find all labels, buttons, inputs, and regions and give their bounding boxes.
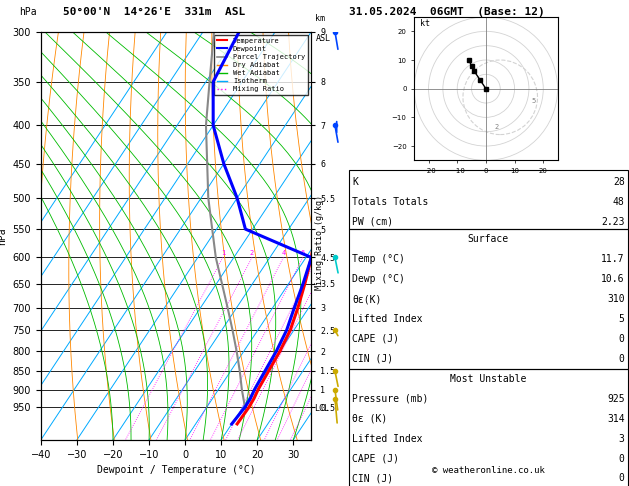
- Legend: Temperature, Dewpoint, Parcel Trajectory, Dry Adiabat, Wet Adiabat, Isotherm, Mi: Temperature, Dewpoint, Parcel Trajectory…: [214, 35, 308, 95]
- Text: 3: 3: [619, 434, 625, 444]
- Text: 2: 2: [250, 250, 254, 257]
- Text: CAPE (J): CAPE (J): [352, 334, 399, 344]
- Text: Totals Totals: Totals Totals: [352, 197, 428, 207]
- Text: 2.23: 2.23: [601, 217, 625, 227]
- Text: © weatheronline.co.uk: © weatheronline.co.uk: [432, 466, 545, 475]
- Text: Temp (°C): Temp (°C): [352, 254, 405, 264]
- Text: CIN (J): CIN (J): [352, 354, 393, 364]
- Text: K: K: [352, 177, 358, 187]
- Text: 5: 5: [619, 314, 625, 324]
- Text: hPa: hPa: [19, 7, 36, 17]
- Text: 48: 48: [613, 197, 625, 207]
- Text: CAPE (J): CAPE (J): [352, 453, 399, 464]
- Text: Pressure (mb): Pressure (mb): [352, 394, 428, 404]
- Text: km: km: [315, 15, 325, 23]
- Text: 0: 0: [619, 473, 625, 484]
- Y-axis label: hPa: hPa: [0, 227, 7, 244]
- Text: Surface: Surface: [468, 234, 509, 244]
- Text: 0: 0: [619, 453, 625, 464]
- Text: 0: 0: [619, 334, 625, 344]
- Text: 314: 314: [607, 414, 625, 424]
- Text: Lifted Index: Lifted Index: [352, 434, 423, 444]
- Text: PW (cm): PW (cm): [352, 217, 393, 227]
- Text: Dewp (°C): Dewp (°C): [352, 274, 405, 284]
- Text: 1: 1: [221, 250, 225, 257]
- X-axis label: Dewpoint / Temperature (°C): Dewpoint / Temperature (°C): [97, 465, 255, 475]
- Text: CIN (J): CIN (J): [352, 473, 393, 484]
- Text: 11.7: 11.7: [601, 254, 625, 264]
- Text: 0: 0: [619, 354, 625, 364]
- Text: 2: 2: [494, 124, 499, 130]
- Text: ASL: ASL: [315, 34, 330, 43]
- Text: 31.05.2024  06GMT  (Base: 12): 31.05.2024 06GMT (Base: 12): [349, 7, 545, 17]
- Text: 310: 310: [607, 294, 625, 304]
- Text: LCL: LCL: [314, 404, 329, 414]
- Text: 5: 5: [532, 98, 536, 104]
- Text: θε(K): θε(K): [352, 294, 382, 304]
- Text: 4: 4: [281, 250, 286, 257]
- Text: 28: 28: [613, 177, 625, 187]
- Text: Lifted Index: Lifted Index: [352, 314, 423, 324]
- Text: Most Unstable: Most Unstable: [450, 374, 526, 384]
- Text: 6: 6: [301, 250, 305, 257]
- Text: 925: 925: [607, 394, 625, 404]
- Text: θε (K): θε (K): [352, 414, 387, 424]
- Text: kt: kt: [420, 18, 430, 28]
- Text: Mixing Ratio (g/kg): Mixing Ratio (g/kg): [315, 195, 324, 291]
- Text: 50°00'N  14°26'E  331m  ASL: 50°00'N 14°26'E 331m ASL: [63, 7, 245, 17]
- Text: 10.6: 10.6: [601, 274, 625, 284]
